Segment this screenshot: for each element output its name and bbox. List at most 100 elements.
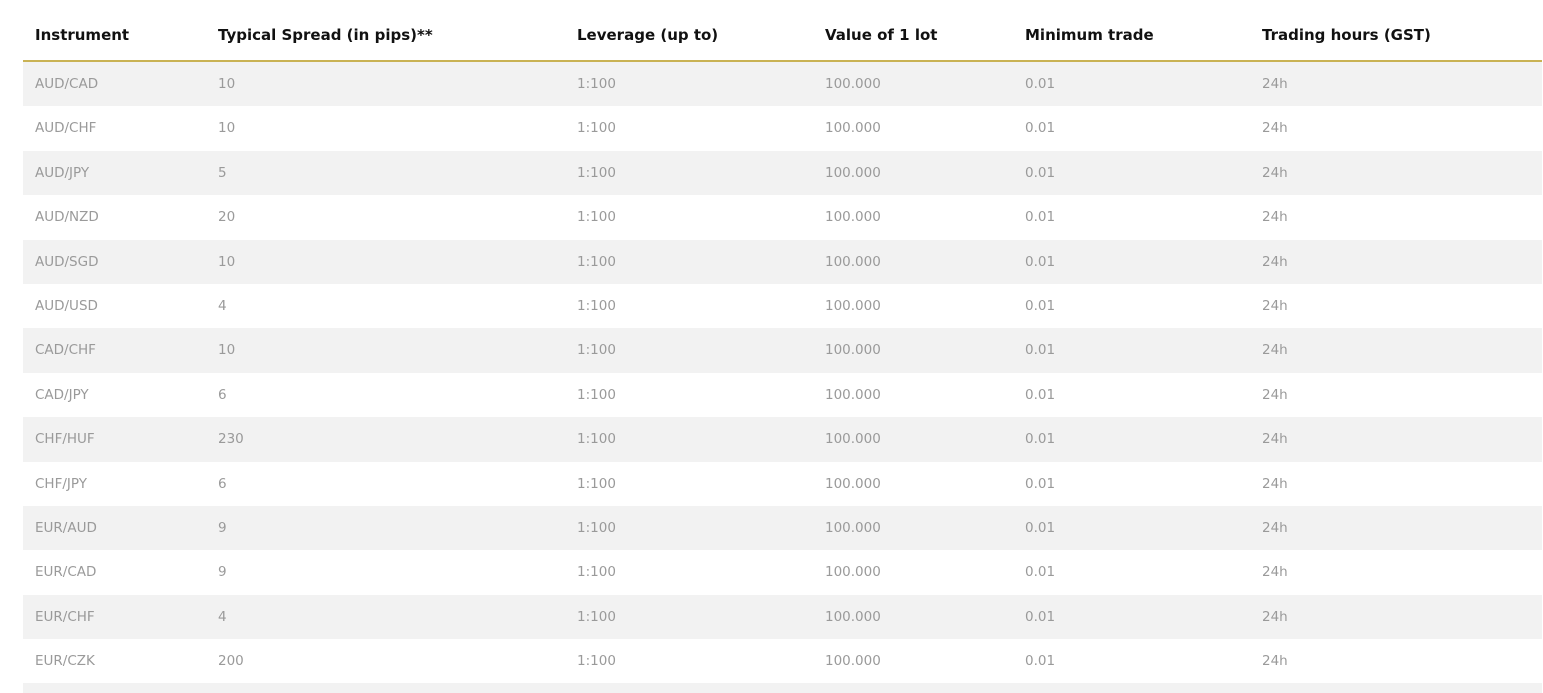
table-cell: 1:100 (577, 120, 616, 137)
table-row: CAD/JPY 6 1:100 100.000 0.01 24h (23, 373, 1542, 417)
table-cell: 1:100 (577, 164, 616, 181)
table-cell: 100.000 (825, 209, 881, 226)
table-cell: 0.01 (1025, 431, 1056, 448)
table-cell: 0.01 (1025, 342, 1056, 359)
table-cell: 24h (1262, 253, 1288, 270)
table-cell: 1:100 (577, 209, 616, 226)
table-cell: CHF/HUF (35, 431, 95, 448)
table-cell: 100.000 (825, 519, 881, 536)
table-cell: 100.000 (825, 342, 881, 359)
table-cell: 1:100 (577, 342, 616, 359)
table-cell: 1:100 (577, 519, 616, 536)
table-row: EUR/CAD 9 1:100 100.000 0.01 24h (23, 550, 1542, 594)
header-row: Instrument Typical Spread (in pips)** Leve… (23, 0, 1542, 62)
table-cell: 6 (218, 475, 227, 492)
table-row: AUD/JPY 5 1:100 100.000 0.01 24h (23, 150, 1542, 196)
table-cell: Instrument (35, 26, 130, 44)
table-cell: Trading hours (GST) (1262, 26, 1431, 44)
table-row: AUD/CAD 10 1:100 100.000 0.01 24h (23, 62, 1542, 107)
table-cell: 10 (218, 342, 236, 359)
table-cell: 0.01 (1025, 519, 1056, 536)
table-cell: 24h (1262, 209, 1288, 226)
table-cell: 100.000 (825, 120, 881, 137)
table-cell: 100.000 (825, 431, 881, 448)
table-cell: EUR/CHF (35, 608, 95, 625)
table-row: AUD/NZD 20 1:100 100.000 0.01 24h (23, 195, 1542, 239)
table-cell: 20 (218, 209, 236, 226)
table-cell: AUD/SGD (35, 253, 99, 270)
table-row: CHF/JPY 6 1:100 100.000 0.01 24h (23, 462, 1542, 506)
instrument-table: Instrument Typical Spread (in pips)** Leve… (23, 0, 1542, 693)
table-row: CAD/CHF 10 1:100 100.000 0.01 24h (23, 328, 1542, 373)
table-cell: 0.01 (1025, 608, 1056, 625)
table-cell: 24h (1262, 653, 1288, 670)
table-row: AUD/CHF 10 1:100 100.000 0.01 24h (23, 106, 1542, 150)
table-cell: AUD/JPY (35, 164, 90, 181)
table-cell: 24h (1262, 608, 1288, 625)
table-cell: 0.01 (1025, 253, 1056, 270)
table-row-partial (23, 683, 1542, 693)
table-cell: 100.000 (825, 653, 881, 670)
table-cell: Value of 1 lot (825, 26, 938, 44)
table-cell: 100.000 (825, 608, 881, 625)
table-row: AUD/USD 4 1:100 100.000 0.01 24h (23, 284, 1542, 328)
table-cell: 1:100 (577, 564, 616, 581)
table-cell: 10 (218, 76, 236, 92)
table-row: AUD/SGD 10 1:100 100.000 0.01 24h (23, 239, 1542, 284)
table-cell: Minimum trade (1025, 26, 1154, 44)
table-cell: 230 (218, 431, 244, 448)
table-cell: 1:100 (577, 253, 616, 270)
table-cell: EUR/AUD (35, 519, 97, 536)
table-row: CHF/HUF 230 1:100 100.000 0.01 24h (23, 417, 1542, 462)
table-cell: CAD/JPY (35, 386, 89, 403)
table-cell: 24h (1262, 519, 1288, 536)
table-cell: 24h (1262, 475, 1288, 492)
table-cell: 0.01 (1025, 76, 1056, 92)
table-cell: 100.000 (825, 76, 881, 92)
table-cell: 24h (1262, 342, 1288, 359)
table-cell: 100.000 (825, 386, 881, 403)
table-cell: 1:100 (577, 431, 616, 448)
table-cell: CHF/JPY (35, 475, 87, 492)
table-cell: AUD/NZD (35, 209, 99, 226)
table-cell: 100.000 (825, 297, 881, 314)
table-cell: AUD/USD (35, 297, 98, 314)
table-cell: 0.01 (1025, 120, 1056, 137)
table-cell: 10 (218, 253, 236, 270)
table-cell: 1:100 (577, 297, 616, 314)
table-cell: AUD/CHF (35, 120, 97, 137)
table-cell: 24h (1262, 297, 1288, 314)
table-cell: 1:100 (577, 475, 616, 492)
table-cell: 24h (1262, 76, 1288, 92)
table-cell: 0.01 (1025, 564, 1056, 581)
table-cell: 0.01 (1025, 209, 1056, 226)
table-cell: AUD/CAD (35, 76, 99, 92)
table-cell: Typical Spread (in pips)** (218, 26, 433, 44)
table-row: EUR/CHF 4 1:100 100.000 0.01 24h (23, 594, 1542, 640)
table-cell: 6 (218, 386, 227, 403)
table-row: EUR/AUD 9 1:100 100.000 0.01 24h (23, 505, 1542, 551)
table-row: EUR/CZK 200 1:100 100.000 0.01 24h (23, 639, 1542, 683)
table-cell: 1:100 (577, 386, 616, 403)
table-cell: 10 (218, 120, 236, 137)
table-cell: 4 (218, 297, 227, 314)
table-cell: 0.01 (1025, 475, 1056, 492)
table-cell: Leverage (up to) (577, 26, 719, 44)
table-cell: 1:100 (577, 608, 616, 625)
table-cell: EUR/CZK (35, 653, 95, 670)
table-cell: 1:100 (577, 76, 616, 92)
table-cell: 5 (218, 164, 227, 181)
table-cell: 24h (1262, 120, 1288, 137)
table-cell: 100.000 (825, 164, 881, 181)
table-cell: 100.000 (825, 564, 881, 581)
table-cell: 24h (1262, 564, 1288, 581)
table-cell: 100.000 (825, 475, 881, 492)
table-cell: 0.01 (1025, 164, 1056, 181)
table-cell: 1:100 (577, 653, 616, 670)
table-cell: 0.01 (1025, 297, 1056, 314)
table-cell: 24h (1262, 386, 1288, 403)
table-cell: CAD/CHF (35, 342, 96, 359)
table-cell: 24h (1262, 431, 1288, 448)
table-cell: 200 (218, 653, 244, 670)
